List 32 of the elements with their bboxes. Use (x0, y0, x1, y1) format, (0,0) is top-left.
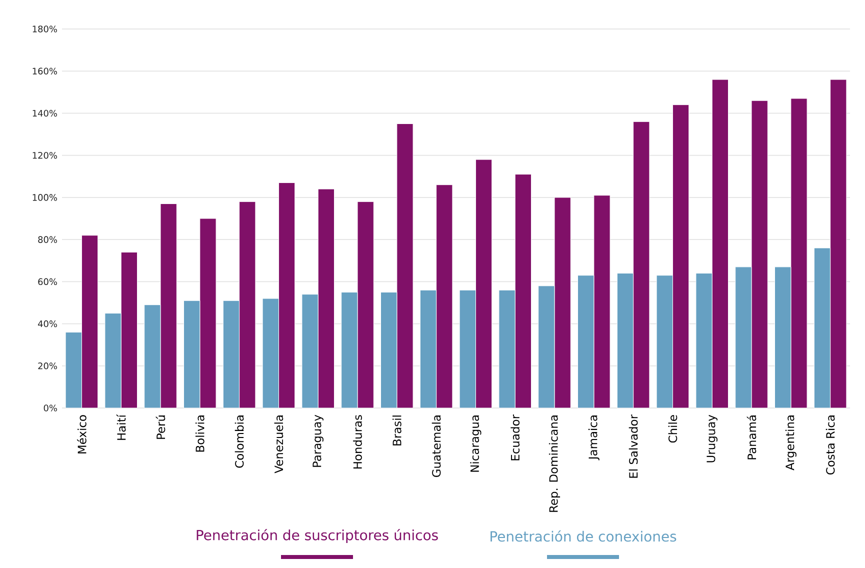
x-tick-label: Argentina (785, 416, 796, 470)
x-tick-label: Colombia (234, 416, 244, 468)
x-tick-label: Haití (116, 414, 126, 440)
x-tick-label: Ecuador (510, 414, 520, 460)
x-tick-label: Brasil (392, 416, 402, 446)
x-tick-label: México (77, 415, 86, 454)
x-tick-label: Guatemala (432, 416, 441, 477)
x-tick-label: Uruguay (706, 414, 718, 462)
x-tick-label: Perú (156, 416, 166, 439)
x-tick-label: Rep. Dominicana (548, 416, 560, 512)
y-tick-label: 160% (32, 68, 57, 74)
x-tick-label: Costa Rica (826, 416, 835, 474)
x-tick-label: Nicaragua (470, 416, 482, 472)
x-tick-label: Jamaica (588, 416, 600, 460)
y-tick-label: 180% (32, 26, 57, 32)
y-tick-label: 100% (32, 194, 57, 201)
x-tick-label: Venezuela (274, 416, 284, 474)
x-tick-label: Bolivia (195, 416, 204, 452)
y-tick-label: 60% (38, 278, 57, 286)
text: Penetración de conexiones (490, 530, 676, 542)
y-tick-label: 20% (38, 362, 57, 370)
x-tick-label: Panamá (746, 416, 756, 460)
x-tick-label: Paraguay (312, 414, 324, 467)
x-tick-label: El Salvador (628, 414, 638, 478)
text: Penetración de suscriptores únicos (196, 528, 438, 544)
y-tick-label: 40% (38, 320, 57, 328)
x-tick-label: Honduras (353, 415, 362, 469)
y-tick-label: 140% (32, 110, 57, 117)
y-tick-label: 80% (38, 236, 57, 243)
y-tick-label: 120% (32, 152, 57, 159)
x-tick-label: Chile (668, 415, 678, 443)
y-tick-label: 0% (44, 404, 57, 412)
